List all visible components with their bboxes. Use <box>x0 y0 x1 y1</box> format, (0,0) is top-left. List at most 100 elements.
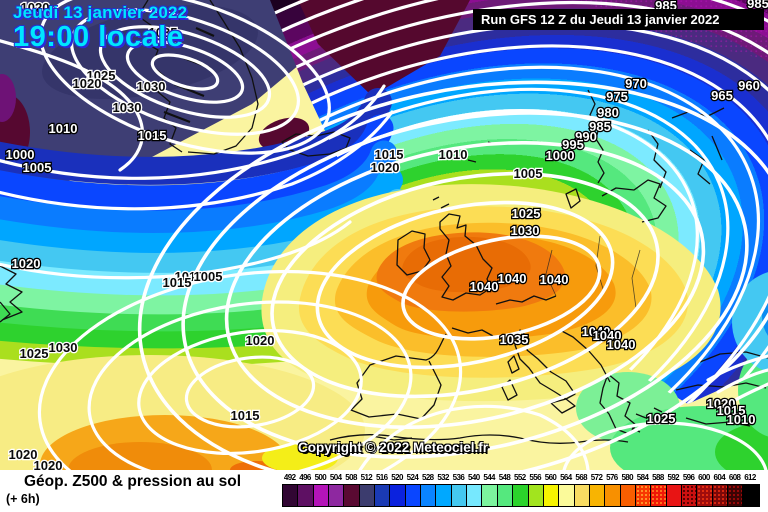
colorbar-cell <box>467 485 483 506</box>
run-info-box: Run GFS 12 Z du Jeudi 13 janvier 2022 <box>473 9 764 30</box>
colorbar-tick: 508 <box>345 473 357 482</box>
isobar-label-white: 1025 <box>512 206 541 221</box>
legend-band: Géop. Z500 & pression au sol (+ 6h) 492 4… <box>0 470 768 512</box>
isobar-label-black: 1005 <box>514 166 543 181</box>
colorbar-tick: 504 <box>329 473 342 482</box>
colorbar-tick: 596 <box>682 473 695 482</box>
region-maroon-wedge <box>298 0 470 96</box>
isobar-label-white: 1030 <box>511 223 540 238</box>
colorbar-cell <box>528 485 544 506</box>
colorbar-cell <box>436 485 452 506</box>
copyright-text: Copyright © 2022 Meteociel.fr <box>298 440 488 455</box>
isobar-label-black: 1020 <box>73 76 102 91</box>
colorbar-tick: 548 <box>498 473 511 482</box>
isobar-label-black: 1005 <box>194 269 223 284</box>
isobar-label-black: 1010 <box>175 269 204 284</box>
colorbar-cell <box>497 485 514 506</box>
colorbar-cell <box>635 485 652 506</box>
isobar-label-white: 1015 <box>717 403 746 418</box>
isobar-label-white: 1000 <box>546 148 575 163</box>
colorbar-cell <box>359 485 376 506</box>
colorbar-tick: 540 <box>468 473 480 482</box>
colorbar-cell <box>620 485 636 506</box>
colorbar-tick: 520 <box>391 473 403 482</box>
isobar-label-black: 1020 <box>34 458 63 470</box>
colorbar-tick: 576 <box>606 473 618 482</box>
isobar-label-white: 1015 <box>138 128 167 143</box>
isobar-label-white: 970 <box>625 76 647 91</box>
colorbar-cell <box>543 485 560 506</box>
colorbar-tick: 532 <box>437 473 449 482</box>
colorbar-cell <box>681 485 698 506</box>
colorbar-tick: 524 <box>406 473 419 482</box>
colorbar-cell <box>405 485 422 506</box>
colorbar-tick: 536 <box>452 473 465 482</box>
colorbar-tick: 500 <box>314 473 327 482</box>
colorbar-tick: 564 <box>560 473 572 482</box>
isobar-label-black: 1020 <box>371 160 400 175</box>
date-time-overlay: Jeudi 13 janvier 2022 19:00 locale <box>13 4 187 52</box>
colorbar-tick: 528 <box>421 473 434 482</box>
isobar-label-white: 980 <box>597 105 619 120</box>
isobar-label-black: 1025 <box>87 68 116 83</box>
isobar-label-black: 1025 <box>20 346 49 361</box>
isobar-label-black: 1010 <box>439 147 468 162</box>
colorbar-cell <box>451 485 468 506</box>
date-text: Jeudi 13 janvier 2022 <box>13 3 188 22</box>
isobar-label-white: 975 <box>606 89 628 104</box>
colorbar-cells <box>282 484 760 507</box>
colorbar-cell <box>727 485 744 506</box>
colorbar-cell <box>513 485 529 506</box>
colorbar-tick: 572 <box>590 473 603 482</box>
isobar-label-black: 1030 <box>137 79 166 94</box>
weather-map: 985 985 960 965 970 975 980 985 990 995 1000 1000 10… <box>0 0 768 470</box>
colorbar-cell <box>712 485 728 506</box>
isobar-label-white: 965 <box>711 88 733 103</box>
colorbar: 492 496 500 504 508 512 516 520 524 528 532 536 540 5… <box>282 471 760 507</box>
isobar-label-white: 1010 <box>49 121 78 136</box>
colorbar-tick: 556 <box>529 473 541 482</box>
colorbar-cell <box>298 485 314 506</box>
isobar-label-white: 1040 <box>582 324 611 339</box>
colorbar-labels: 492 496 500 504 508 512 516 520 524 528 532 536 540 5… <box>282 471 760 483</box>
colorbar-cell <box>589 485 606 506</box>
isobar-label-white: 960 <box>738 78 760 93</box>
isobar-label-white: 1020 <box>707 396 736 411</box>
isobar-label-black: 1020 <box>21 0 50 15</box>
isobar-label-white: 990 <box>575 129 597 144</box>
isobar-label-white: 1040 <box>607 337 636 352</box>
colorbar-cell <box>329 485 345 506</box>
isobar-label-white: 1010 <box>727 412 756 427</box>
isobar-label-white: 1000 <box>6 147 35 162</box>
colorbar-cell <box>375 485 391 506</box>
colorbar-cell <box>574 485 590 506</box>
isobar-label-white: 1025 <box>647 411 676 426</box>
local-time-text: 19:00 locale <box>13 20 184 53</box>
colorbar-tick: 608 <box>728 473 741 482</box>
isobar-label-white: 1035 <box>500 332 529 347</box>
colorbar-cell <box>743 485 759 506</box>
colorbar-cell <box>666 485 682 506</box>
isobar-label-black: 1015 <box>163 275 192 290</box>
colorbar-cell <box>313 485 330 506</box>
isobar-label-white: 1040 <box>498 271 527 286</box>
colorbar-tick: 568 <box>575 473 587 482</box>
colorbar-tick: 592 <box>667 473 680 482</box>
isobar-label-white: 1040 <box>593 328 622 343</box>
colorbar-tick: 516 <box>375 473 388 482</box>
isobar-label-black: 1015 <box>375 147 404 162</box>
colorbar-cell <box>697 485 713 506</box>
isobar-label-white: 985 <box>589 119 611 134</box>
isobar-label-black: 1030 <box>49 340 78 355</box>
isobar-label-white: 1005 <box>23 160 52 175</box>
colorbar-cell <box>482 485 498 506</box>
colorbar-cell <box>559 485 575 506</box>
colorbar-cell <box>605 485 621 506</box>
isobar-label-black: 1030 <box>113 100 142 115</box>
colorbar-tick: 600 <box>698 473 710 482</box>
colorbar-tick: 552 <box>514 473 526 482</box>
legend-title: Géop. Z500 & pression au sol <box>24 473 242 490</box>
map-canvas: 985 9859609659709759809859909951000100010… <box>0 0 768 470</box>
colorbar-cell <box>344 485 360 506</box>
contours-white <box>0 0 768 470</box>
